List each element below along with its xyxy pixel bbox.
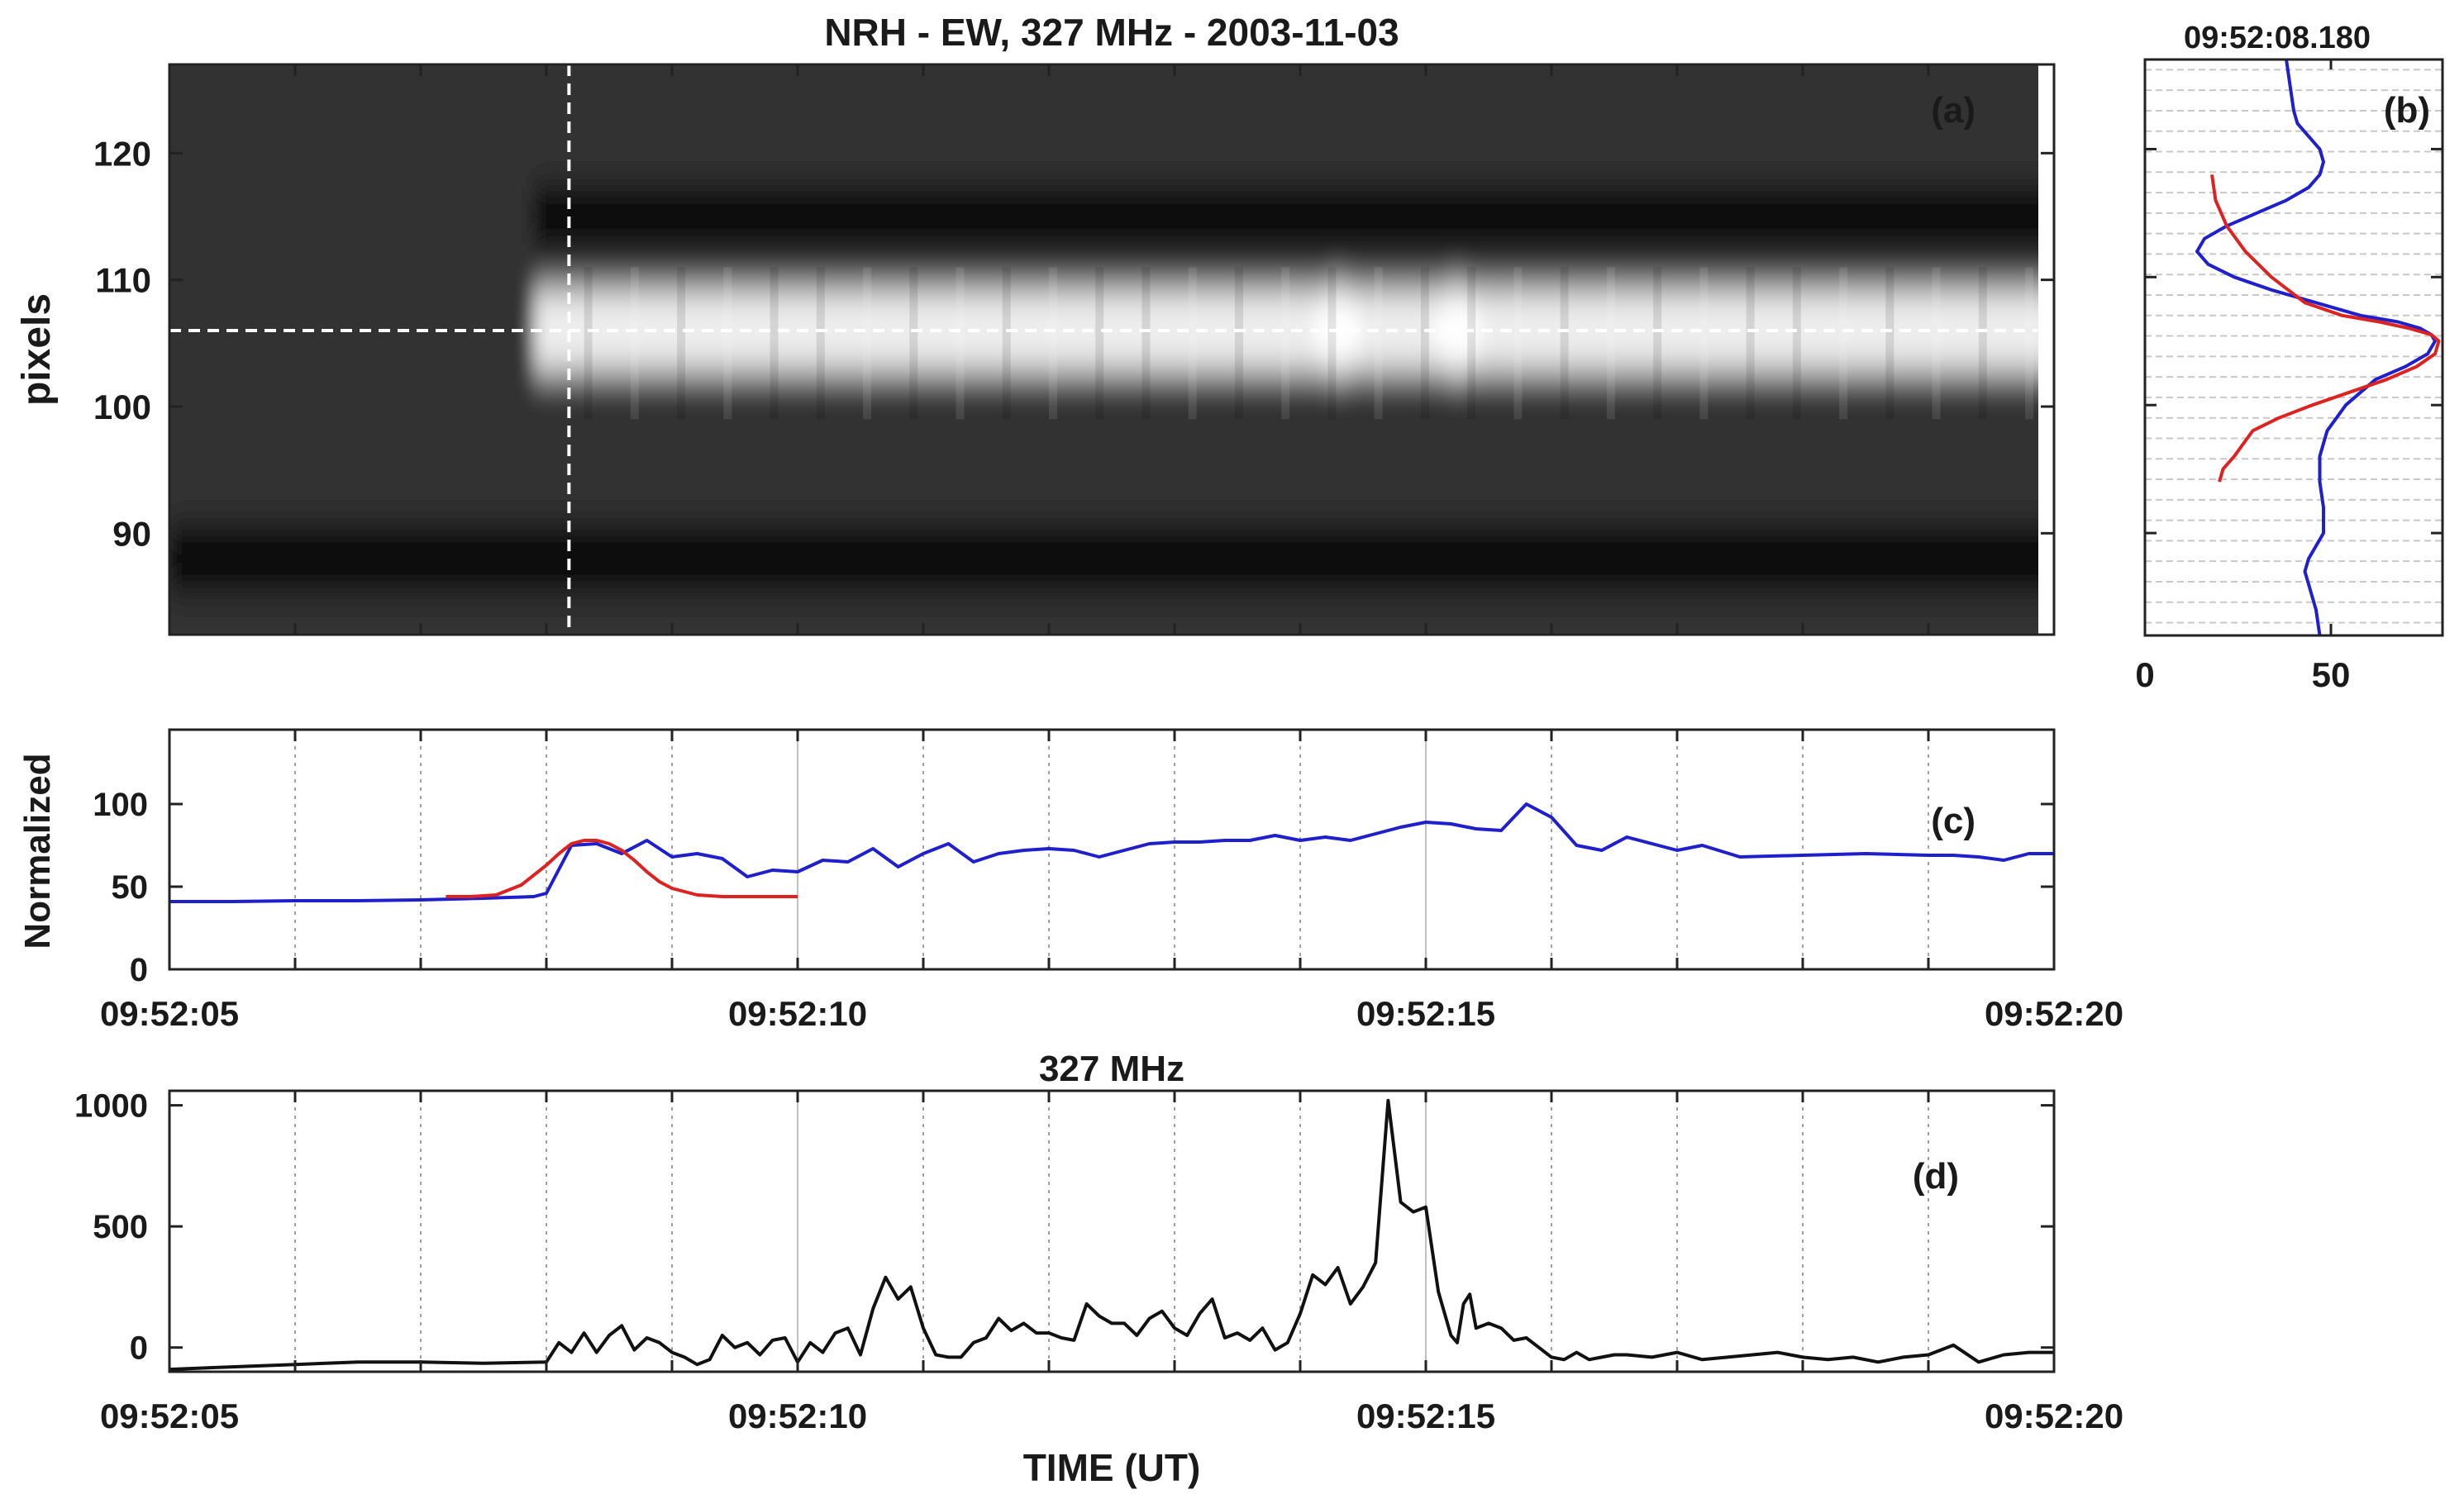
panel-a-band-2 [169, 526, 2054, 591]
panel-a-streak [1513, 267, 1523, 420]
panel-a-ytick-label: 120 [93, 134, 151, 173]
panel-a-streak [1327, 267, 1337, 420]
panel-a-streak [1141, 267, 1151, 420]
panel-c-ticks: 0 50 100 09:52:05 09:52:10 09:52:15 09:52:20 [93, 730, 2123, 1033]
panel-d-ytick-label: 1000 [74, 1088, 148, 1125]
panel-b: 09:52:08.180 0 50 (b) [2135, 21, 2444, 694]
panel-a-streak [863, 267, 872, 420]
panel-d-xtick-label: 09:52:10 [728, 1397, 867, 1435]
panel-c-frame [168, 728, 2056, 971]
panel-a-bright-spot-1 [1432, 285, 1482, 376]
panel-d-frame [168, 1089, 2056, 1373]
panel-a-edge-strip [2038, 64, 2054, 635]
panel-a-streak [1699, 267, 1709, 420]
panel-d-xlabel: TIME (UT) [1023, 1446, 1201, 1489]
panel-a-streak [584, 267, 593, 420]
panel-a: NRH - EW, 327 MHz - 2003-11-03 pixels 90… [15, 11, 2056, 636]
panel-a-label: (a) [1931, 90, 1975, 131]
panel-d-ytick-label: 500 [93, 1209, 148, 1245]
panel-c-xtick-label: 09:52:20 [1985, 994, 2123, 1033]
panel-a-streak [1653, 267, 1662, 420]
panel-a-streak [1792, 267, 1801, 420]
panel-c-series-1 [446, 839, 798, 898]
panel-d-xtick-label: 09:52:15 [1356, 1397, 1495, 1435]
panel-b-title: 09:52:08.180 [2184, 21, 2371, 55]
panel-d-ticks: 0 500 1000 09:52:05 09:52:10 09:52:15 09:52:20 [74, 1088, 2123, 1435]
panel-c-ytick-label: 100 [93, 787, 148, 823]
panel-b-xtick-label: 0 [2135, 655, 2154, 694]
panel-d-curve [169, 1098, 2054, 1372]
panel-a-ytick-label: 110 [95, 261, 151, 300]
panel-d-xtick-label: 09:52:20 [1985, 1397, 2123, 1435]
panel-a-blurred-field [169, 64, 2054, 635]
panel-b-series-1 [2210, 174, 2441, 483]
panel-d-title: 327 MHz [1039, 1049, 1184, 1089]
panel-d-label: (d) [1913, 1156, 1959, 1197]
panel-b-series-0 [2195, 59, 2437, 635]
panel-a-streak [630, 267, 639, 420]
panel-d-series-0 [169, 1098, 2054, 1372]
panel-b-frame [2143, 58, 2444, 637]
panel-a-streak [770, 267, 779, 420]
panel-b-label: (b) [2384, 90, 2430, 131]
panel-d: 327 MHz 0 500 1000 09:52:05 09:52:10 09:52:15… [74, 1049, 2123, 1489]
panel-a-frame [168, 63, 2056, 636]
panel-a-streak [1188, 267, 1197, 420]
panel-a-intensity-image [169, 64, 2054, 635]
panel-c-xtick-label: 09:52:05 [100, 994, 239, 1033]
panel-c-ylabel: Normalized [17, 753, 58, 949]
panel-a-streak [723, 267, 732, 420]
panel-a-streak [909, 267, 918, 420]
panel-a-streak [1932, 267, 1941, 420]
panel-c: Normalized 0 50 100 09:52:05 09:52:10 09:52:1… [17, 728, 2123, 1033]
panel-a-streak [1049, 267, 1057, 420]
panel-a-streak [956, 267, 965, 420]
panel-a-streak [677, 267, 686, 420]
panel-a-streak [1467, 267, 1476, 420]
panel-a-title: NRH - EW, 327 MHz - 2003-11-03 [824, 11, 1399, 54]
panel-c-label: (c) [1931, 801, 1975, 841]
panel-a-ytick-label: 90 [112, 514, 151, 553]
panel-a-streak [1002, 267, 1011, 420]
panel-a-streak [1560, 267, 1569, 420]
panel-c-series-0 [169, 802, 2054, 903]
panel-c-ytick-label: 0 [130, 952, 148, 988]
panel-b-profile [2145, 59, 2443, 635]
panel-d-ytick-label: 0 [130, 1330, 148, 1367]
panel-c-xtick-label: 09:52:10 [728, 994, 867, 1033]
panel-c-ytick-label: 50 [112, 869, 149, 906]
panel-a-streak [1746, 267, 1755, 420]
panel-c-gridlines [294, 730, 1929, 969]
panel-a-ylabel: pixels [15, 293, 59, 406]
panel-a-streak [1374, 267, 1383, 420]
panel-a-streak [1839, 267, 1848, 420]
panel-c-xtick-label: 09:52:15 [1356, 994, 1495, 1033]
panel-a-streak [1606, 267, 1615, 420]
panel-a-streak [816, 267, 825, 420]
panel-a-streak [1281, 267, 1290, 420]
panel-a-streak [1885, 267, 1894, 420]
panel-a-streak [1095, 267, 1104, 420]
panel-b-ticks: 0 50 [2135, 59, 2443, 694]
panel-c-curves [169, 802, 2054, 903]
panel-d-xtick-label: 09:52:05 [100, 1397, 239, 1435]
panel-a-ticks: 90 100 110 120 [93, 64, 2056, 635]
panel-a-streak [1234, 267, 1243, 420]
panel-b-xtick-label: 50 [2312, 655, 2351, 694]
panel-d-gridlines [294, 1091, 1929, 1372]
panel-a-streak [1420, 267, 1429, 420]
panel-a-ytick-label: 100 [93, 388, 151, 426]
panel-a-band-0 [533, 188, 2054, 245]
panel-a-streak [2025, 267, 2034, 420]
panel-a-streak [1978, 267, 1987, 420]
